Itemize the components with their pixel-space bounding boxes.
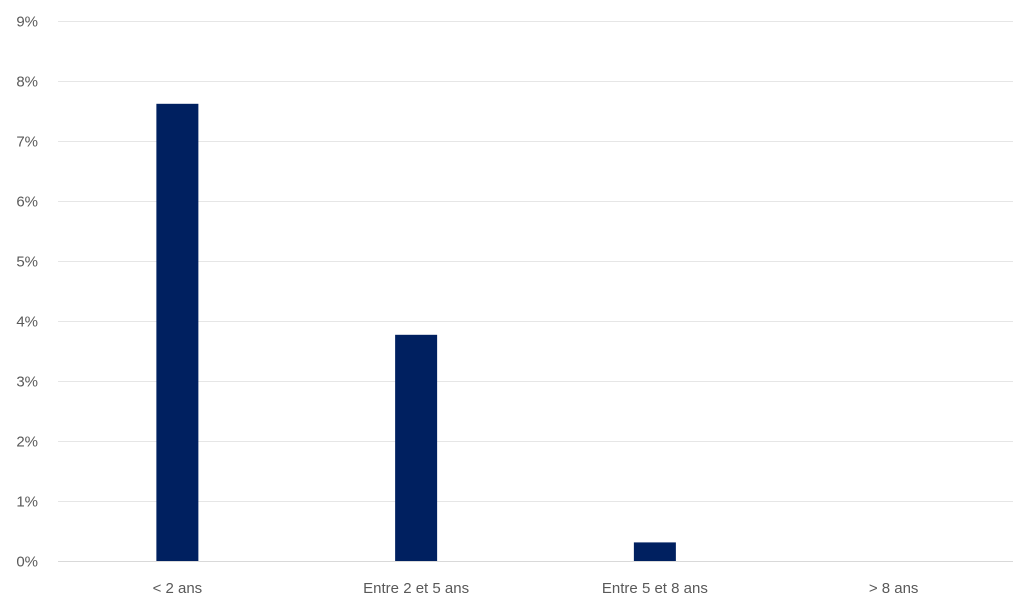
x-tick-label: > 8 ans <box>869 580 919 597</box>
bar <box>633 542 676 561</box>
x-tick-label: < 2 ans <box>153 580 203 597</box>
bar <box>395 334 438 561</box>
y-tick-label: 6% <box>16 194 38 211</box>
y-tick-label: 2% <box>16 434 38 451</box>
x-axis-tick-labels: < 2 ans Entre 2 et 5 ans Entre 5 et 8 ans >… <box>153 580 919 597</box>
bar <box>156 103 199 562</box>
y-tick-label: 9% <box>16 14 38 31</box>
y-tick-label: 7% <box>16 134 38 151</box>
gridlines <box>58 21 1013 502</box>
y-tick-label: 1% <box>16 494 38 511</box>
x-tick-label: Entre 5 et 8 ans <box>602 580 708 597</box>
y-tick-label: 3% <box>16 374 38 391</box>
y-tick-label: 0% <box>16 554 38 571</box>
y-tick-label: 5% <box>16 254 38 271</box>
bars <box>156 103 676 562</box>
y-tick-label: 4% <box>16 314 38 331</box>
y-axis-tick-labels: 0% 1% 2% 3% 4% 5% 6% 7% 8% 9% <box>16 14 38 571</box>
y-tick-label: 8% <box>16 74 38 91</box>
x-tick-label: Entre 2 et 5 ans <box>363 580 469 597</box>
